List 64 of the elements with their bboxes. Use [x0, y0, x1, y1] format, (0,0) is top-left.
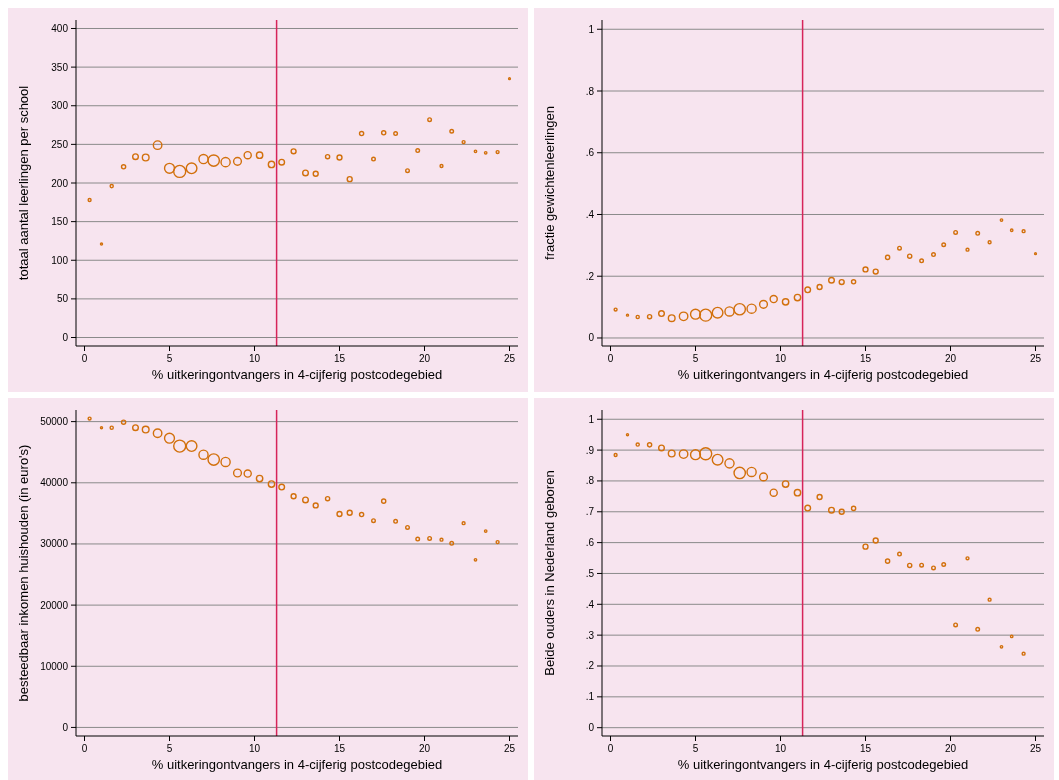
- x-tick-label: 10: [248, 743, 261, 754]
- x-tick-label: 25: [503, 743, 516, 754]
- y-tick-label: .9: [585, 444, 595, 456]
- y-tick-label: 100: [51, 254, 69, 266]
- y-tick-label: 1: [588, 23, 595, 35]
- y-tick-label: .1: [585, 691, 595, 703]
- y-tick-label: .4: [585, 598, 595, 610]
- y-tick-label: 10000: [40, 660, 69, 672]
- y-axis-title: Beide ouders in Nederland geboren: [542, 470, 557, 676]
- x-tick-label: 5: [166, 743, 173, 754]
- y-tick-label: 0: [62, 721, 69, 733]
- y-tick-label: .2: [585, 270, 595, 282]
- x-tick-label: 25: [1029, 743, 1042, 754]
- x-tick-label: 10: [774, 743, 787, 754]
- y-tick-label: 40000: [40, 477, 69, 489]
- x-axis-title: % uitkeringontvangers in 4-cijferig postcodegebied: [677, 367, 969, 382]
- x-tick-label: 0: [81, 743, 88, 754]
- y-axis-title: fractie gewichtenleerlingen: [542, 106, 557, 260]
- y-tick-label: .5: [585, 567, 595, 579]
- x-tick-label: 15: [333, 743, 346, 754]
- x-tick-label: 10: [774, 353, 787, 364]
- y-tick-label: 300: [51, 100, 69, 112]
- y-tick-label: 150: [51, 216, 69, 228]
- x-tick-label: 20: [418, 743, 431, 754]
- x-tick-label: 15: [333, 353, 346, 364]
- y-tick-label: .6: [585, 147, 595, 159]
- x-tick-label: 20: [944, 353, 957, 364]
- y-tick-label: 20000: [40, 599, 69, 611]
- x-tick-label: 0: [607, 353, 614, 364]
- x-tick-label: 25: [1029, 353, 1042, 364]
- x-tick-label: 5: [692, 353, 699, 364]
- y-tick-label: 1: [588, 413, 595, 425]
- y-tick-label: .3: [585, 629, 595, 641]
- x-tick-label: 10: [248, 353, 261, 364]
- y-tick-label: 50: [56, 293, 69, 305]
- x-tick-label: 5: [166, 353, 173, 364]
- y-tick-label: .8: [585, 475, 595, 487]
- x-tick-label: 25: [503, 353, 516, 364]
- y-tick-label: 30000: [40, 538, 69, 550]
- y-tick-label: .2: [585, 660, 595, 672]
- y-tick-label: 350: [51, 61, 69, 73]
- y-tick-label: 200: [51, 177, 69, 189]
- y-tick-label: 0: [588, 332, 595, 344]
- x-axis-title: % uitkeringontvangers in 4-cijferig postcodegebied: [151, 757, 443, 772]
- x-tick-label: 20: [944, 743, 957, 754]
- y-tick-label: .6: [585, 537, 595, 549]
- y-tick-label: 0: [62, 332, 69, 343]
- y-tick-label: 250: [51, 138, 69, 150]
- x-axis-title: % uitkeringontvangers in 4-cijferig postcodegebied: [151, 367, 443, 382]
- y-tick-label: .8: [585, 85, 595, 97]
- x-tick-label: 0: [81, 353, 88, 364]
- x-tick-label: 5: [692, 743, 699, 754]
- x-tick-label: 15: [859, 743, 872, 754]
- y-tick-label: .7: [585, 506, 595, 518]
- x-tick-label: 0: [607, 743, 614, 754]
- y-tick-label: 400: [51, 23, 69, 34]
- x-tick-label: 15: [859, 353, 872, 364]
- x-axis-title: % uitkeringontvangers in 4-cijferig postcodegebied: [677, 757, 969, 772]
- y-axis-title: besteedbaar inkomen huishouden (in euro's): [16, 444, 31, 702]
- y-tick-label: .4: [585, 208, 595, 220]
- x-tick-label: 20: [418, 353, 431, 364]
- y-axis-title: totaal aantal leerlingen per school: [16, 85, 31, 281]
- y-tick-label: 0: [588, 722, 595, 734]
- y-tick-label: 50000: [40, 416, 69, 428]
